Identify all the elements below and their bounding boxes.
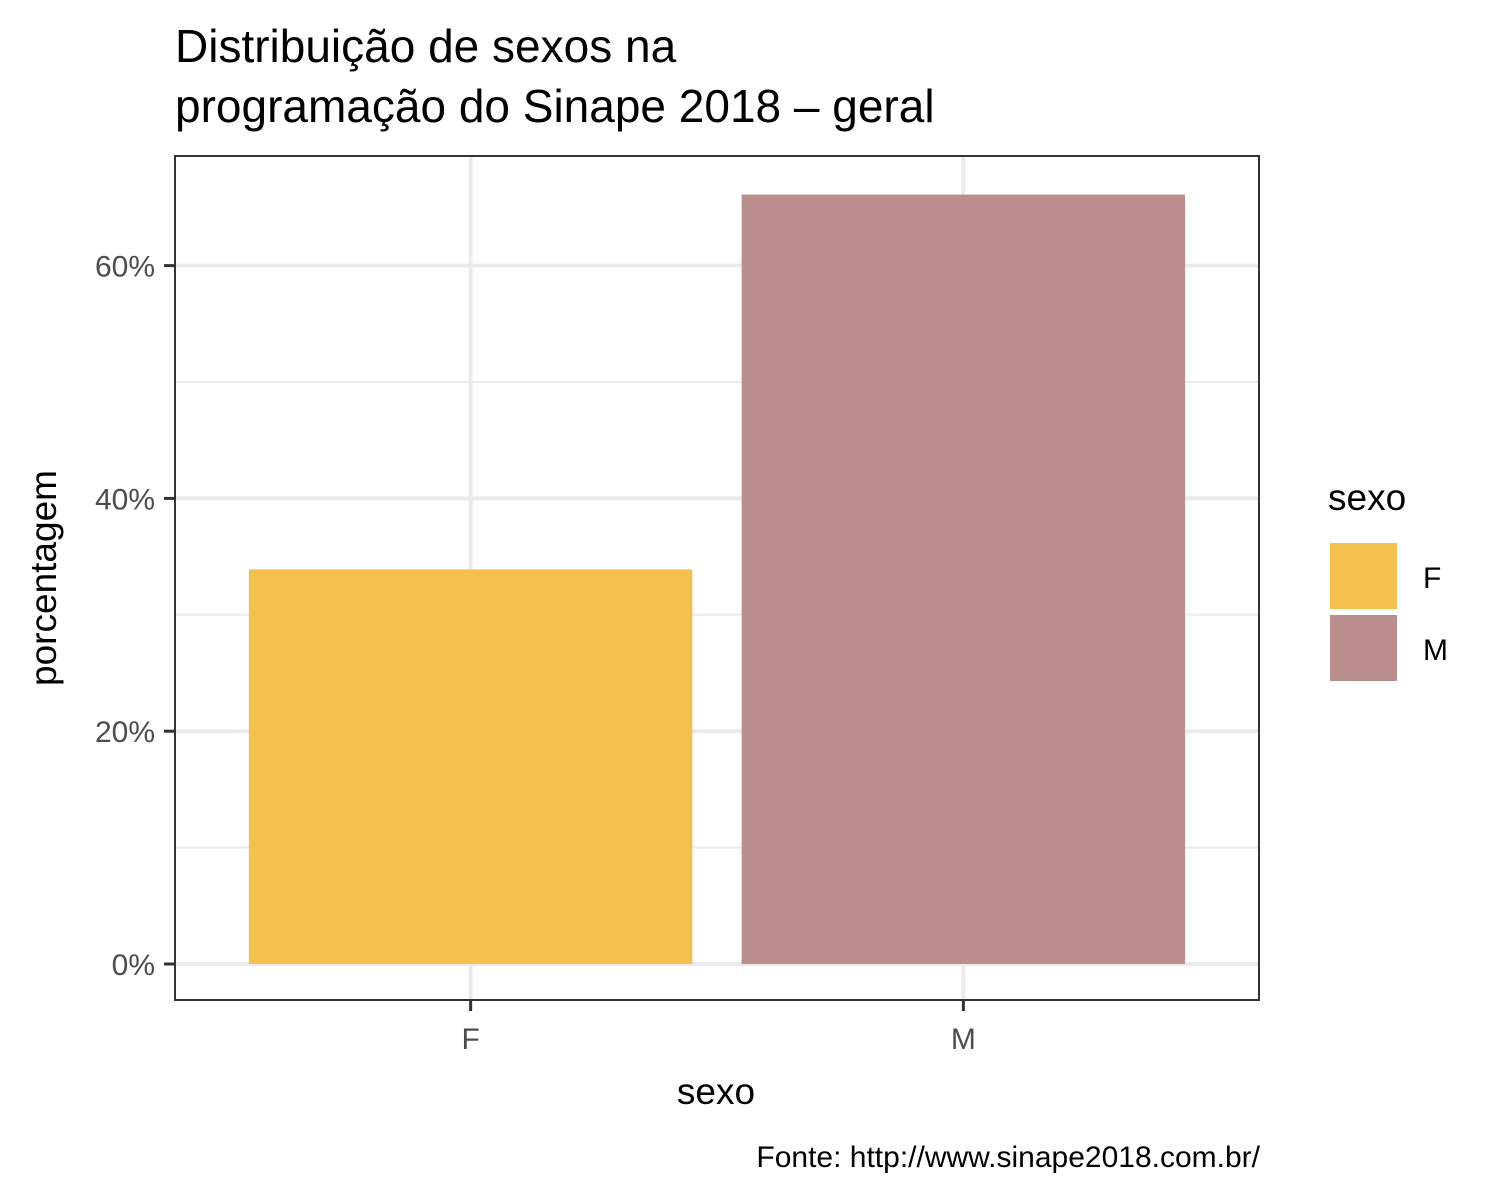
x-tick-label: M — [951, 1023, 976, 1056]
y-tick-label: 40% — [95, 483, 155, 516]
bar-F — [248, 569, 693, 964]
chart-title: Distribuição de sexos na programação do … — [175, 20, 935, 132]
legend-label-F: F — [1423, 562, 1441, 595]
x-tick-label: F — [461, 1023, 479, 1056]
y-tick-label: 0% — [112, 949, 155, 982]
source-caption: Fonte: http://www.sinape2018.com.br/ — [756, 1141, 1260, 1174]
legend-label-M: M — [1423, 634, 1448, 667]
y-axis: 0% 20% 40% 60% — [95, 251, 175, 982]
y-tick-label: 60% — [95, 251, 155, 284]
y-axis-title: porcentagem — [23, 470, 64, 686]
legend-title: sexo — [1328, 477, 1406, 518]
legend-key-F — [1330, 543, 1397, 609]
bar-M — [741, 194, 1186, 964]
chart-title-line-1: Distribuição de sexos na — [175, 20, 677, 72]
x-axis-title: sexo — [677, 1071, 755, 1112]
plot-panel-border — [174, 155, 1260, 1001]
chart-title-line-2: programação do Sinape 2018 – geral — [175, 80, 935, 132]
legend-key-M — [1330, 615, 1397, 681]
legend: sexo F M — [1328, 477, 1448, 681]
bars — [248, 194, 1186, 964]
y-tick-label: 20% — [95, 716, 155, 749]
